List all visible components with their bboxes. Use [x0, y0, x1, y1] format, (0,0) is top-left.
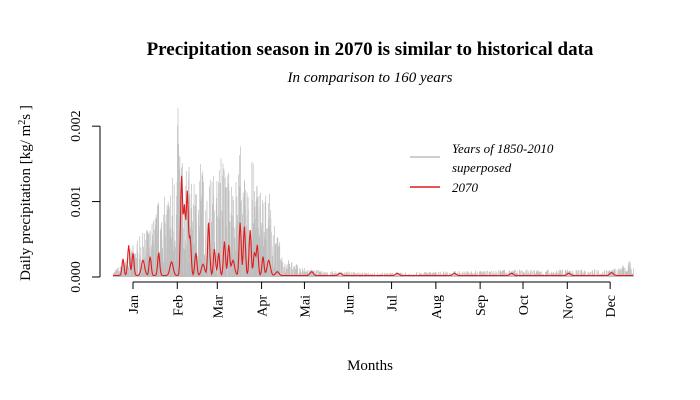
x-tick-label: Apr — [256, 295, 271, 317]
legend-label-historical-line1: Years of 1850-2010 — [452, 141, 554, 156]
x-tick-label: Aug — [430, 295, 445, 319]
series-2070-line — [113, 176, 633, 277]
y-tick-label: 0.002 — [69, 110, 84, 141]
x-tick-label: Mar — [211, 295, 226, 319]
legend-label-historical-line2: superposed — [452, 160, 512, 175]
chart-subtitle: In comparison to 160 years — [287, 70, 453, 86]
x-tick-label: Feb — [171, 295, 186, 316]
legend-label-2070: 2070 — [452, 180, 479, 195]
y-tick-label: 0.001 — [69, 186, 84, 218]
x-tick-label: Jul — [386, 295, 401, 311]
x-tick-label: Jun — [343, 295, 358, 314]
x-tick-label: Nov — [561, 295, 576, 319]
x-tick-label: Jan — [127, 295, 142, 314]
legend: Years of 1850-2010 superposed 2070 — [410, 141, 554, 195]
x-axis-label: Months — [347, 358, 393, 374]
chart-title: Precipitation season in 2070 is similar … — [147, 39, 594, 60]
y-axis-label: Daily precipitation [kg/ m2s ] — [17, 105, 34, 281]
x-axis: Jan Feb Mar Apr Mai Jun Jul Aug Sep Oct Nov Dec — [127, 281, 619, 319]
x-tick-label: Sep — [474, 295, 489, 316]
x-tick-label: Dec — [604, 295, 619, 318]
x-tick-label: Mai — [298, 295, 313, 318]
x-tick-label: Oct — [517, 295, 532, 315]
y-tick-label: 0.000 — [69, 261, 84, 293]
y-axis: 0.000 0.001 0.002 — [69, 110, 101, 293]
plot-area — [112, 108, 634, 277]
